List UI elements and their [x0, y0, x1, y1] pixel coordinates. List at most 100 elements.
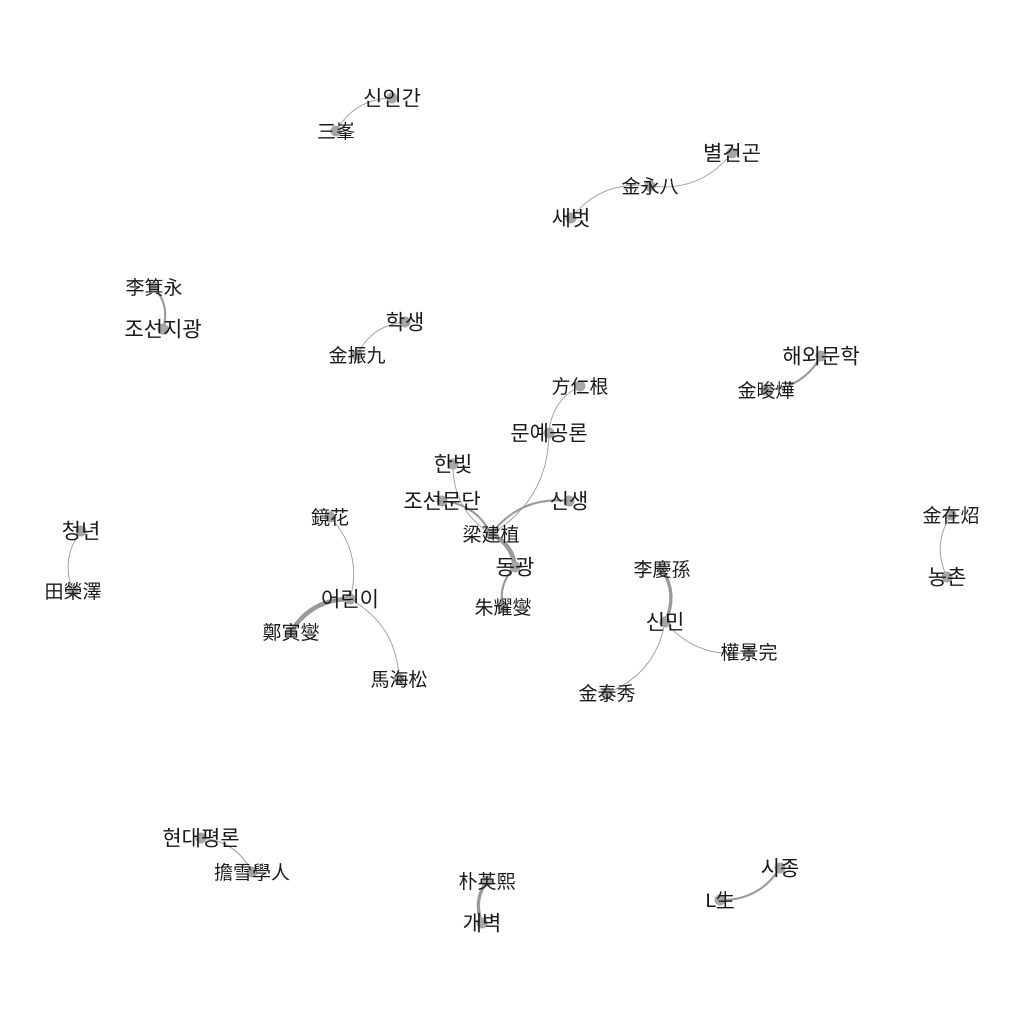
node-kimjingu: 金振九: [328, 345, 385, 367]
node-parkyounghui: 朴英熙: [458, 871, 515, 893]
node-dot-saebeot: [565, 212, 577, 224]
node-dot-nongchon: [941, 571, 953, 583]
node-eorini: 어린이: [321, 588, 379, 612]
node-kimjaeso: 金在炤: [922, 505, 979, 527]
node-kyeonghwa: 鏡花: [311, 507, 349, 529]
node-dot-gaebyeok: [476, 917, 488, 929]
node-dot-sambong: [330, 125, 342, 137]
node-label-nongchon: 농촌: [928, 566, 967, 590]
edge-haeoemunhak-kimjunyeop: [764, 354, 823, 392]
node-kwongyeongwan: 權景完: [720, 642, 777, 664]
node-label-munyegongron: 문예공론: [510, 422, 587, 446]
edge-sijong-lsaeng: [718, 866, 782, 902]
node-label-jeonginseop: 鄭寅燮: [262, 622, 319, 644]
node-lsaeng: L生: [705, 890, 735, 912]
node-label-kimyoungpal: 金永八: [621, 176, 678, 198]
node-label-hyeondaepyeongron: 현대평론: [162, 827, 239, 851]
node-gaebyeok: 개벽: [463, 912, 502, 936]
node-dot-joseonjigwang: [157, 323, 169, 335]
node-dot-kimjingu: [351, 349, 363, 361]
node-label-kimjingu: 金振九: [328, 345, 385, 367]
edge-munyegongron-yanggeonsik: [490, 432, 550, 535]
node-label-saebeot: 새벗: [552, 207, 591, 231]
node-kimjunyeop: 金晙燁: [737, 380, 794, 402]
node-dot-byeolgeongon: [726, 147, 738, 159]
edge-eorini-mahaesong: [349, 598, 400, 680]
node-kimyoungpal: 金永八: [621, 176, 678, 198]
edge-sinsaeng-yanggeonsik: [489, 499, 571, 536]
node-label-bangingeun: 方仁根: [551, 376, 608, 398]
node-dot-damseolhakin: [246, 866, 258, 878]
node-dot-kimjaeso: [945, 509, 957, 521]
node-bangingeun: 方仁根: [551, 376, 608, 398]
node-dot-juyoseop: [497, 601, 509, 613]
edge-sinmin-kwongyeongwan: [664, 621, 750, 654]
node-dot-jeonginseop: [285, 626, 297, 638]
node-label-cheongnyeon: 청년: [62, 520, 101, 544]
node-label-hanbit: 한빛: [434, 453, 473, 477]
edge-kimjaeso-nongchon: [939, 514, 952, 578]
node-label-kyeonghwa: 鏡花: [311, 507, 349, 529]
node-byeolgeongon: 별건곤: [703, 142, 761, 166]
node-dot-kimtaesu: [601, 687, 613, 699]
edge-hyeondaepyeongron-damseolhakin: [200, 837, 253, 873]
node-dot-mahaesong: [393, 673, 405, 685]
node-label-kimtaesu: 金泰秀: [578, 683, 635, 705]
node-label-damseolhakin: 擔雪學人: [214, 862, 290, 884]
node-label-jeonyoungtaek: 田榮澤: [44, 581, 101, 603]
node-label-leegiyoung: 李箕永: [125, 277, 182, 299]
node-dot-jeonyoungtaek: [67, 585, 79, 597]
node-sininggan: 신인간: [363, 87, 421, 111]
node-label-leegyeongson: 李慶孫: [633, 559, 690, 581]
node-dot-munyegongron: [543, 427, 555, 439]
node-label-juyoseop: 朱耀燮: [474, 597, 531, 619]
node-dot-parkyounghui: [481, 875, 493, 887]
node-dot-kimjunyeop: [760, 384, 772, 396]
node-hyeondaepyeongron: 현대평론: [162, 827, 239, 851]
edge-byeolgeongon-kimyoungpal: [649, 152, 733, 188]
node-haeoemunhak: 해외문학: [782, 345, 859, 369]
node-cheongnyeon: 청년: [62, 520, 101, 544]
node-dot-sininggan: [386, 92, 398, 104]
node-dot-leegiyoung: [148, 281, 160, 293]
node-dot-hanbit: [447, 458, 459, 470]
node-joseonjigwang: 조선지광: [124, 318, 201, 342]
node-dot-eorini: [344, 593, 356, 605]
edge-layer: [67, 97, 952, 925]
node-dot-yanggeonsik: [485, 528, 497, 540]
node-sambong: 三峯: [317, 121, 355, 143]
node-leegyeongson: 李慶孫: [633, 559, 690, 581]
node-dot-sijong: [774, 862, 786, 874]
node-leegiyoung: 李箕永: [125, 277, 182, 299]
node-dot-cheongnyeon: [75, 525, 87, 537]
node-label-joseonjigwang: 조선지광: [124, 318, 201, 342]
node-haksaeng: 학생: [386, 311, 425, 335]
node-label-lsaeng: L生: [705, 890, 735, 912]
node-yanggeonsik: 梁建植: [462, 524, 519, 546]
node-dot-donggwang: [509, 561, 521, 573]
node-dot-kwongyeongwan: [743, 646, 755, 658]
node-label-yanggeonsik: 梁建植: [462, 524, 519, 546]
node-damseolhakin: 擔雪學人: [214, 862, 290, 884]
node-mahaesong: 馬海松: [370, 669, 427, 691]
node-dot-hyeondaepyeongron: [195, 832, 207, 844]
node-dot-haksaeng: [399, 316, 411, 328]
node-saebeot: 새벗: [552, 207, 591, 231]
node-dot-kyeonghwa: [324, 511, 336, 523]
node-jeonginseop: 鄭寅燮: [262, 622, 319, 644]
node-label-gaebyeok: 개벽: [463, 912, 502, 936]
node-label-kwongyeongwan: 權景完: [720, 642, 777, 664]
node-label-haksaeng: 학생: [386, 311, 425, 335]
node-dot-bangingeun: [574, 380, 586, 392]
node-label-sijong: 시종: [761, 857, 800, 881]
node-dot-sinmin: [659, 616, 671, 628]
node-sijong: 시종: [761, 857, 800, 881]
node-label-sinmin: 신민: [646, 611, 685, 635]
node-label-sininggan: 신인간: [363, 87, 421, 111]
node-dot-lsaeng: [714, 894, 726, 906]
node-sinsaeng: 신생: [550, 490, 589, 514]
edge-kimyoungpal-saebeot: [570, 184, 651, 219]
node-label-sinsaeng: 신생: [550, 490, 589, 514]
node-nongchon: 농촌: [928, 566, 967, 590]
